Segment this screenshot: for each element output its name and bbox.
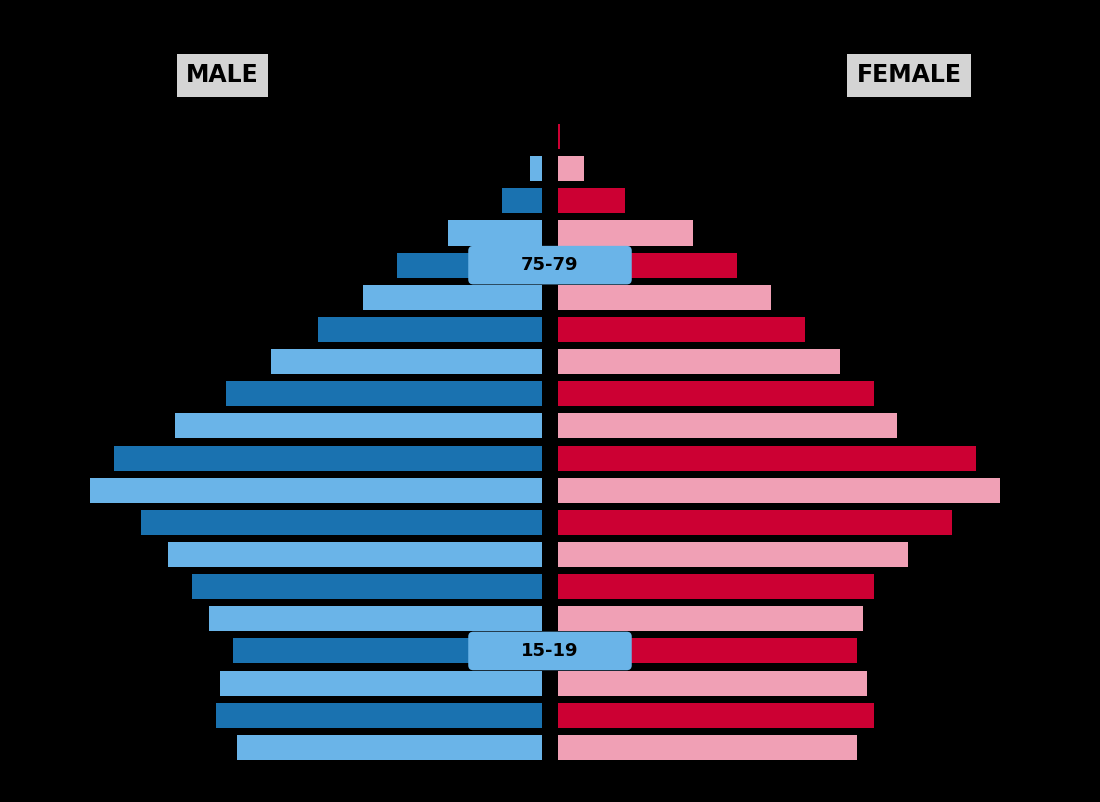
Bar — [550, 221, 693, 245]
Bar — [529, 156, 550, 181]
Bar — [550, 510, 952, 535]
Bar — [141, 510, 550, 535]
Text: FEMALE: FEMALE — [857, 63, 961, 87]
Bar — [175, 413, 550, 439]
Bar — [550, 285, 771, 310]
Bar — [271, 349, 550, 374]
Bar — [550, 703, 873, 727]
Text: 15-19: 15-19 — [521, 642, 579, 660]
Bar — [550, 253, 737, 277]
Bar — [550, 413, 898, 439]
Bar — [550, 349, 839, 374]
Bar — [233, 638, 550, 663]
Bar — [220, 670, 550, 695]
FancyBboxPatch shape — [469, 632, 631, 670]
Bar — [363, 285, 550, 310]
Bar — [550, 317, 805, 342]
Bar — [542, 117, 558, 767]
Bar — [114, 445, 550, 471]
Bar — [209, 606, 550, 631]
Bar — [90, 478, 550, 503]
Bar — [550, 124, 560, 149]
Bar — [550, 670, 867, 695]
Bar — [550, 638, 857, 663]
Bar — [550, 478, 1000, 503]
Bar — [318, 317, 550, 342]
Text: 75-79: 75-79 — [521, 256, 579, 274]
Bar — [550, 381, 873, 407]
Bar — [236, 735, 550, 760]
Bar — [550, 156, 584, 181]
FancyBboxPatch shape — [469, 246, 631, 285]
Bar — [550, 735, 857, 760]
Bar — [448, 221, 550, 245]
Bar — [217, 703, 550, 727]
Text: MALE: MALE — [186, 63, 258, 87]
Bar — [227, 381, 550, 407]
Bar — [550, 188, 625, 213]
Bar — [397, 253, 550, 277]
Bar — [550, 542, 908, 567]
Bar — [192, 574, 550, 599]
Bar — [550, 445, 976, 471]
Bar — [550, 606, 864, 631]
Bar — [168, 542, 550, 567]
Bar — [550, 574, 873, 599]
Bar — [543, 124, 550, 149]
Bar — [503, 188, 550, 213]
